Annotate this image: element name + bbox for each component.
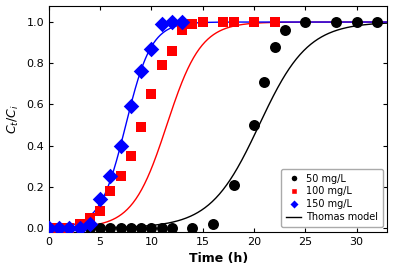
- Point: [169, 226, 175, 230]
- Point: [77, 226, 83, 230]
- Point: [169, 49, 175, 53]
- Point: [128, 154, 134, 158]
- Point: [87, 226, 93, 230]
- Point: [148, 226, 154, 230]
- Point: [148, 47, 154, 51]
- Point: [118, 174, 124, 179]
- Point: [230, 20, 237, 24]
- Point: [158, 22, 165, 26]
- Point: [56, 226, 62, 230]
- Point: [282, 28, 288, 33]
- Point: [107, 174, 114, 179]
- Point: [138, 69, 144, 74]
- Point: [87, 215, 93, 220]
- Point: [251, 123, 257, 127]
- Point: [138, 226, 144, 230]
- Point: [230, 182, 237, 187]
- Point: [46, 226, 52, 230]
- Point: [97, 197, 103, 201]
- Point: [107, 189, 114, 193]
- Point: [66, 226, 72, 230]
- Point: [302, 20, 309, 24]
- Point: [200, 20, 206, 24]
- Point: [56, 226, 62, 230]
- Point: [158, 226, 165, 230]
- Point: [107, 226, 114, 230]
- Legend: 50 mg/L, 100 mg/L, 150 mg/L, Thomas model: 50 mg/L, 100 mg/L, 150 mg/L, Thomas mode…: [281, 169, 382, 227]
- Point: [118, 143, 124, 148]
- Point: [97, 226, 103, 230]
- Point: [128, 226, 134, 230]
- Point: [46, 226, 52, 230]
- Point: [220, 20, 226, 24]
- Point: [158, 63, 165, 67]
- Point: [374, 20, 380, 24]
- Point: [354, 20, 360, 24]
- Point: [148, 92, 154, 96]
- Point: [169, 20, 175, 24]
- Point: [66, 226, 72, 230]
- Point: [128, 104, 134, 109]
- Point: [77, 226, 83, 230]
- X-axis label: Time (h): Time (h): [189, 253, 248, 265]
- Point: [333, 20, 339, 24]
- Point: [138, 125, 144, 129]
- Point: [66, 226, 72, 230]
- Point: [210, 222, 216, 226]
- Point: [46, 226, 52, 230]
- Point: [87, 222, 93, 226]
- Y-axis label: $C_t/C_i$: $C_t/C_i$: [6, 104, 21, 134]
- Point: [251, 20, 257, 24]
- Point: [56, 226, 62, 230]
- Point: [179, 20, 185, 24]
- Point: [272, 44, 278, 49]
- Point: [77, 222, 83, 226]
- Point: [261, 80, 268, 84]
- Point: [179, 28, 185, 33]
- Point: [189, 22, 196, 26]
- Point: [97, 209, 103, 214]
- Point: [189, 226, 196, 230]
- Point: [272, 20, 278, 24]
- Point: [118, 226, 124, 230]
